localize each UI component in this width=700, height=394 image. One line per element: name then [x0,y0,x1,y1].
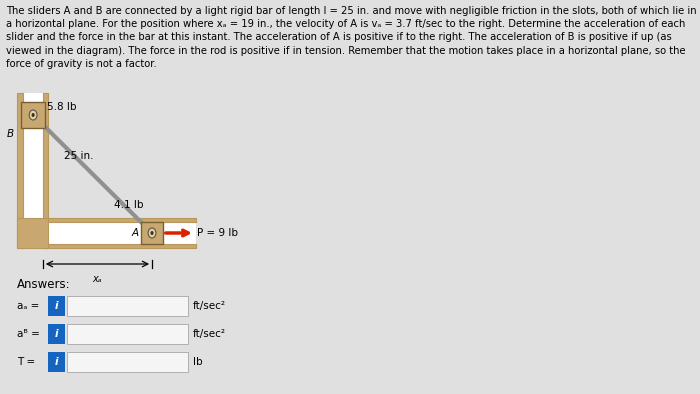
Bar [48,296,66,316]
Text: B: B [7,129,14,139]
Bar [43,218,197,222]
Circle shape [150,231,153,235]
Bar [48,352,66,372]
Text: aₐ =: aₐ = [17,301,39,311]
Text: aᴮ =: aᴮ = [17,329,40,339]
Text: 25 in.: 25 in. [64,151,93,161]
Bar [67,324,188,344]
Text: Answers:: Answers: [17,278,71,291]
Bar [43,93,48,248]
Bar [23,93,43,248]
Circle shape [148,228,156,238]
Text: 5.8 lb: 5.8 lb [47,102,77,112]
Bar [67,296,188,316]
Text: 4.1 lb: 4.1 lb [114,200,144,210]
Bar [43,222,197,244]
Bar [67,352,188,372]
Bar [43,244,197,248]
Text: The sliders A and B are connected by a light rigid bar of length l = 25 in. and : The sliders A and B are connected by a l… [6,6,697,69]
Text: xₐ: xₐ [92,274,102,284]
Text: lb: lb [193,357,202,367]
Text: P = 9 lb: P = 9 lb [197,228,238,238]
Text: T =: T = [17,357,36,367]
Bar [22,102,45,128]
Bar [141,222,163,244]
Text: i: i [55,301,59,311]
Text: ft/sec²: ft/sec² [193,301,225,311]
Text: ft/sec²: ft/sec² [193,329,225,339]
Text: A: A [132,228,139,238]
Circle shape [29,110,37,120]
Circle shape [32,113,35,117]
Text: i: i [55,329,59,339]
Text: i: i [55,357,59,367]
Bar [17,93,23,248]
Bar [17,218,48,248]
Bar [48,324,66,344]
